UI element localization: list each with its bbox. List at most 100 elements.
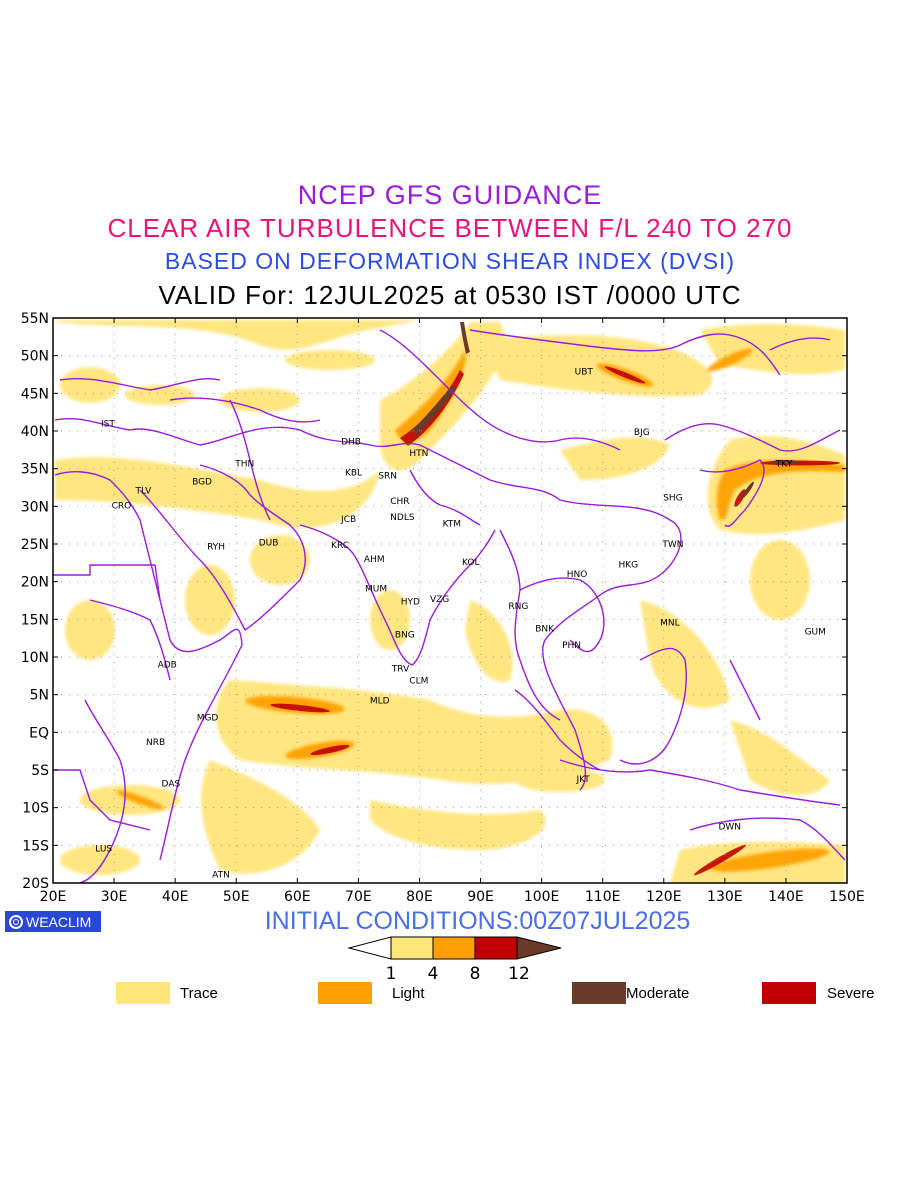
city-label: ADB — [158, 661, 177, 671]
legend-light: Light — [318, 982, 425, 1004]
lat-label: 10S — [22, 801, 49, 817]
lat-label: 50N — [21, 349, 49, 365]
city-label: RYH — [207, 542, 225, 552]
lat-label: 45N — [21, 386, 49, 402]
city-label: SRN — [378, 471, 397, 481]
city-label: GUM — [805, 627, 826, 637]
city-label: SHG — [663, 493, 682, 503]
lat-label: 55N — [21, 311, 49, 327]
city-label: BJG — [634, 428, 650, 438]
lat-label: 30N — [21, 499, 49, 515]
lat-label: 25N — [21, 537, 49, 553]
city-label: HTN — [409, 449, 428, 459]
city-label: MLD — [370, 697, 390, 707]
colorbar-tick: 8 — [470, 964, 481, 984]
city-label: CLM — [409, 676, 428, 686]
city-label: TWN — [661, 540, 683, 550]
city-label: VZG — [430, 595, 449, 605]
lat-label: 20S — [22, 876, 49, 892]
lon-label: 120E — [646, 889, 682, 905]
city-label: KRC — [331, 541, 349, 551]
city-label: KBL — [345, 468, 362, 478]
legend-label: Trace — [180, 984, 218, 1002]
colorbar-seg-severe — [474, 936, 518, 960]
title-line-2: CLEAR AIR TURBULENCE BETWEEN F/L 240 TO … — [107, 213, 793, 243]
city-label: KOL — [462, 558, 480, 568]
city-label: IST — [101, 419, 115, 429]
lon-label: 20E — [40, 889, 67, 905]
lat-label: 10N — [21, 650, 49, 666]
city-label: MUM — [365, 584, 387, 594]
colorbar-tick: 12 — [508, 964, 530, 984]
circle-logo-icon — [9, 914, 23, 929]
legend-severe: Severe — [762, 982, 875, 1004]
city-label: TLV — [135, 487, 153, 497]
city-label: NRB — [146, 738, 165, 748]
country-borders — [53, 329, 846, 883]
lon-label: 140E — [768, 889, 804, 905]
city-label: TKY — [775, 459, 793, 469]
legend-swatch — [318, 982, 372, 1004]
colorbar-tick: 1 — [386, 964, 397, 984]
legend-label: Severe — [827, 984, 875, 1002]
city-label: DWN — [718, 823, 741, 833]
lat-label: 35N — [21, 462, 49, 478]
weaclim-badge: WEACLIM — [5, 911, 101, 932]
lat-label: 15N — [21, 612, 49, 628]
city-label: DUB — [259, 538, 279, 548]
map-frame — [52, 317, 848, 884]
lat-label: EQ — [29, 725, 49, 741]
axis-ticks — [52, 317, 848, 884]
lon-label: 130E — [707, 889, 743, 905]
lon-label: 40E — [162, 889, 189, 905]
city-label: CHR — [390, 497, 409, 507]
valid-time: VALID For: 12JUL2025 at 0530 IST /0000 U… — [158, 280, 742, 310]
legend-label: Moderate — [626, 984, 690, 1002]
legend-trace: Trace — [116, 982, 218, 1004]
city-label: BNK — [535, 624, 555, 634]
city-label: RNG — [508, 602, 528, 612]
city-label: DAS — [162, 780, 181, 790]
lon-label: 50E — [223, 889, 250, 905]
city-label: LUS — [95, 844, 112, 854]
lon-label: 60E — [284, 889, 311, 905]
lon-label: 100E — [524, 889, 560, 905]
lat-label: 40N — [21, 424, 49, 440]
legend-label: Light — [392, 984, 425, 1002]
lon-label: 30E — [101, 889, 128, 905]
city-label: UBT — [575, 367, 594, 377]
colorbar-low-arrow — [347, 936, 392, 960]
city-label: MGD — [197, 713, 219, 723]
city-label: NDLS — [390, 513, 415, 523]
city-label: KTM — [443, 520, 461, 530]
lat-label: 20N — [21, 575, 49, 591]
lat-label: 5N — [30, 688, 49, 704]
legend-swatch — [116, 982, 170, 1004]
lon-axis-labels: 20E 30E 40E 50E 60E 70E 80E 90E 100E 110E 120E 130E… — [40, 889, 865, 905]
legend-swatch — [762, 982, 816, 1004]
lon-label: 70E — [345, 889, 372, 905]
city-label: MNL — [660, 618, 680, 628]
colorbar-seg-light — [432, 936, 476, 960]
city-label: ATN — [212, 871, 230, 881]
city-label: THN — [234, 459, 254, 469]
city-label: JCB — [340, 515, 356, 525]
lat-axis-labels: 55N 50N 45N 40N 35N 30N 25N 20N 15N 10N 5N EQ 5S 10S 1… — [21, 311, 49, 892]
city-label: HKG — [619, 560, 639, 570]
city-label: AHM — [364, 555, 385, 565]
colorbar-tick: 4 — [428, 964, 439, 984]
city-label: HNO — [567, 570, 588, 580]
colorbar-seg-trace — [390, 936, 434, 960]
badge-text: WEACLIM — [26, 913, 92, 930]
city-label: HYD — [401, 597, 420, 607]
city-label: PHN — [562, 641, 581, 651]
colorbar-high-arrow — [516, 936, 562, 960]
lat-label: 15S — [22, 838, 49, 854]
legend-moderate: Moderate — [572, 982, 689, 1004]
lat-label: 5S — [31, 763, 49, 779]
city-label: BNG — [395, 630, 415, 640]
turbulence-field — [55, 320, 845, 883]
city-label: CRO — [112, 502, 132, 512]
